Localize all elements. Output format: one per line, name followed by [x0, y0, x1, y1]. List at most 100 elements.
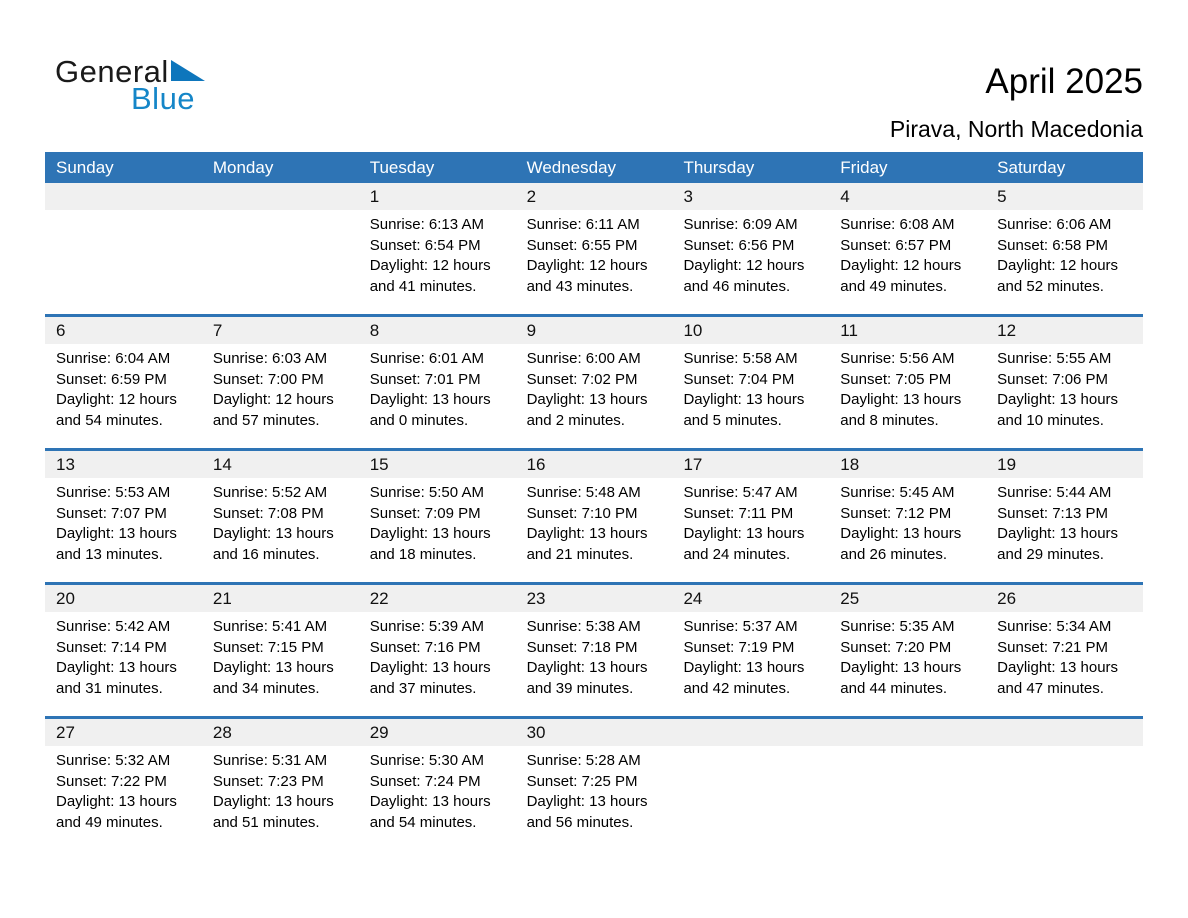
weekday-label-thursday: Thursday [683, 158, 755, 177]
sunset-text: Sunset: 6:59 PM [56, 370, 167, 388]
sunrise-text: Sunrise: 5:38 AM [526, 618, 641, 635]
weekday-label-friday: Friday [840, 158, 888, 177]
daylight-text: Daylight: 13 hours [56, 525, 177, 542]
date-number: 3 [672, 183, 830, 210]
date-number: 28 [201, 719, 359, 746]
calendar-day-cell-30: 30 Sunrise: 5:28 AM Sunset: 7:25 PM Dayligh… [515, 719, 673, 850]
week-row: 27 Sunrise: 5:32 AM Sunset: 7:22 PM Dayligh… [45, 716, 1144, 850]
page-title: April 2025 [985, 62, 1143, 101]
page-subtitle: Pirava, North Macedonia [889, 116, 1143, 142]
sunrise-text: Sunrise: 5:47 AM [683, 484, 798, 501]
sunset-text: Sunset: 7:13 PM [997, 504, 1109, 522]
daylight-text-cont: and 43 minutes. [526, 277, 634, 295]
daylight-text: Daylight: 13 hours [369, 391, 491, 408]
daylight-text-cont: and 13 minutes. [56, 545, 163, 563]
daylight-text-cont: and 16 minutes. [212, 545, 320, 563]
calendar-day-cell-10: 10 Sunrise: 5:58 AM Sunset: 7:04 PM Dayligh… [672, 317, 830, 448]
sunrise-text: Sunrise: 6:04 AM [56, 350, 171, 367]
calendar-day-cell-19: 19 Sunrise: 5:44 AM Sunset: 7:13 PM Dayligh… [986, 451, 1144, 582]
weekday-label-wednesday: Wednesday [526, 158, 617, 177]
date-number: 13 [45, 451, 202, 478]
calendar-day-cell-6: 6 Sunrise: 6:04 AM Sunset: 6:59 PM Daylight… [45, 317, 202, 448]
general-blue-logo: General Blue [55, 56, 205, 114]
calendar-empty-cell [672, 719, 830, 850]
calendar-day-cell-9: 9 Sunrise: 6:00 AM Sunset: 7:02 PM Daylight… [515, 317, 673, 448]
top-bar: General Blue April 2025 Pirava, North Ma… [0, 0, 1188, 152]
daylight-text-cont: and 49 minutes. [840, 277, 948, 295]
date-number: 10 [672, 317, 830, 344]
sunrise-text: Sunrise: 6:06 AM [997, 216, 1112, 233]
calendar-day-cell-20: 20 Sunrise: 5:42 AM Sunset: 7:14 PM Dayligh… [45, 585, 202, 716]
sun-info: Sunrise: 5:42 AM Sunset: 7:14 PM Daylight:… [45, 612, 202, 699]
daylight-text: Daylight: 13 hours [212, 793, 334, 810]
sunset-text: Sunset: 7:16 PM [369, 638, 481, 656]
calendar-empty-cell [45, 183, 202, 314]
sunset-text: Sunset: 7:23 PM [212, 772, 324, 790]
sunset-text: Sunset: 7:07 PM [56, 504, 167, 522]
sun-info: Sunrise: 6:03 AM Sunset: 7:00 PM Daylight:… [202, 344, 359, 431]
calendar-day-cell-13: 13 Sunrise: 5:53 AM Sunset: 7:07 PM Dayligh… [45, 451, 202, 582]
week-row: 13 Sunrise: 5:53 AM Sunset: 7:07 PM Dayligh… [45, 448, 1144, 582]
sun-info: Sunrise: 5:58 AM Sunset: 7:04 PM Daylight:… [672, 344, 829, 431]
sun-info: Sunrise: 5:44 AM Sunset: 7:13 PM Daylight:… [986, 478, 1143, 565]
date-number: 26 [986, 585, 1144, 612]
calendar-day-cell-1: 1 Sunrise: 6:13 AM Sunset: 6:54 PM Daylight… [358, 183, 516, 314]
calendar-empty-cell [201, 183, 359, 314]
calendar-day-cell-16: 16 Sunrise: 5:48 AM Sunset: 7:10 PM Dayligh… [515, 451, 673, 582]
daylight-text: Daylight: 12 hours [997, 257, 1119, 274]
daylight-text: Daylight: 13 hours [526, 659, 648, 676]
sun-info: Sunrise: 5:28 AM Sunset: 7:25 PM Daylight:… [516, 746, 673, 833]
sun-info [829, 746, 986, 751]
date-number: 2 [515, 183, 673, 210]
calendar: Sunday Monday Tuesday Wednesday Thursday Frid… [45, 152, 1144, 850]
sunrise-text: Sunrise: 5:52 AM [212, 484, 328, 501]
daylight-text-cont: and 42 minutes. [683, 679, 791, 697]
sunset-text: Sunset: 7:21 PM [997, 638, 1109, 656]
daylight-text: Daylight: 13 hours [212, 525, 334, 542]
sunset-text: Sunset: 7:22 PM [56, 772, 167, 790]
sun-info [45, 210, 202, 215]
daylight-text-cont: and 44 minutes. [840, 679, 948, 697]
sunset-text: Sunset: 7:14 PM [56, 638, 167, 656]
sun-info [672, 746, 829, 751]
week-row: 6 Sunrise: 6:04 AM Sunset: 6:59 PM Daylight… [45, 314, 1144, 448]
sunrise-text: Sunrise: 5:34 AM [997, 618, 1112, 635]
sunset-text: Sunset: 7:08 PM [212, 504, 324, 522]
calendar-day-cell-28: 28 Sunrise: 5:31 AM Sunset: 7:23 PM Dayligh… [201, 719, 359, 850]
sunset-text: Sunset: 7:20 PM [840, 638, 952, 656]
sun-info: Sunrise: 6:09 AM Sunset: 6:56 PM Daylight:… [672, 210, 829, 297]
daylight-text: Daylight: 13 hours [369, 525, 491, 542]
sunrise-text: Sunrise: 5:41 AM [212, 618, 328, 635]
date-number: 30 [515, 719, 673, 746]
daylight-text: Daylight: 13 hours [212, 659, 334, 676]
date-number: 19 [986, 451, 1144, 478]
sun-info: Sunrise: 5:45 AM Sunset: 7:12 PM Daylight:… [829, 478, 986, 565]
sun-info: Sunrise: 6:13 AM Sunset: 6:54 PM Daylight:… [359, 210, 516, 297]
sunset-text: Sunset: 6:54 PM [369, 236, 481, 254]
sun-info: Sunrise: 5:35 AM Sunset: 7:20 PM Daylight:… [829, 612, 986, 699]
calendar-day-cell-25: 25 Sunrise: 5:35 AM Sunset: 7:20 PM Dayligh… [829, 585, 987, 716]
calendar-day-cell-7: 7 Sunrise: 6:03 AM Sunset: 7:00 PM Daylight… [201, 317, 359, 448]
sun-info: Sunrise: 5:48 AM Sunset: 7:10 PM Daylight:… [516, 478, 673, 565]
sun-info: Sunrise: 6:11 AM Sunset: 6:55 PM Daylight:… [516, 210, 673, 297]
daylight-text: Daylight: 12 hours [212, 391, 334, 408]
sun-info: Sunrise: 6:00 AM Sunset: 7:02 PM Daylight:… [516, 344, 673, 431]
daylight-text-cont: and 34 minutes. [212, 679, 320, 697]
sunset-text: Sunset: 7:11 PM [683, 504, 794, 522]
calendar-day-cell-24: 24 Sunrise: 5:37 AM Sunset: 7:19 PM Dayligh… [672, 585, 830, 716]
weekday-label-saturday: Saturday [997, 158, 1066, 177]
sun-info: Sunrise: 5:37 AM Sunset: 7:19 PM Daylight:… [672, 612, 829, 699]
daylight-text-cont: and 39 minutes. [526, 679, 634, 697]
daylight-text: Daylight: 13 hours [997, 391, 1119, 408]
sun-info: Sunrise: 5:55 AM Sunset: 7:06 PM Daylight:… [986, 344, 1143, 431]
daylight-text: Daylight: 13 hours [56, 793, 177, 810]
sunrise-text: Sunrise: 5:56 AM [840, 350, 955, 367]
daylight-text: Daylight: 13 hours [683, 391, 805, 408]
sunrise-text: Sunrise: 6:00 AM [526, 350, 641, 367]
daylight-text-cont: and 21 minutes. [526, 545, 634, 563]
daylight-text-cont: and 41 minutes. [369, 277, 477, 295]
daylight-text: Daylight: 13 hours [840, 391, 962, 408]
daylight-text: Daylight: 12 hours [683, 257, 805, 274]
sunrise-text: Sunrise: 5:37 AM [683, 618, 798, 635]
sun-info: Sunrise: 5:38 AM Sunset: 7:18 PM Daylight:… [516, 612, 673, 699]
